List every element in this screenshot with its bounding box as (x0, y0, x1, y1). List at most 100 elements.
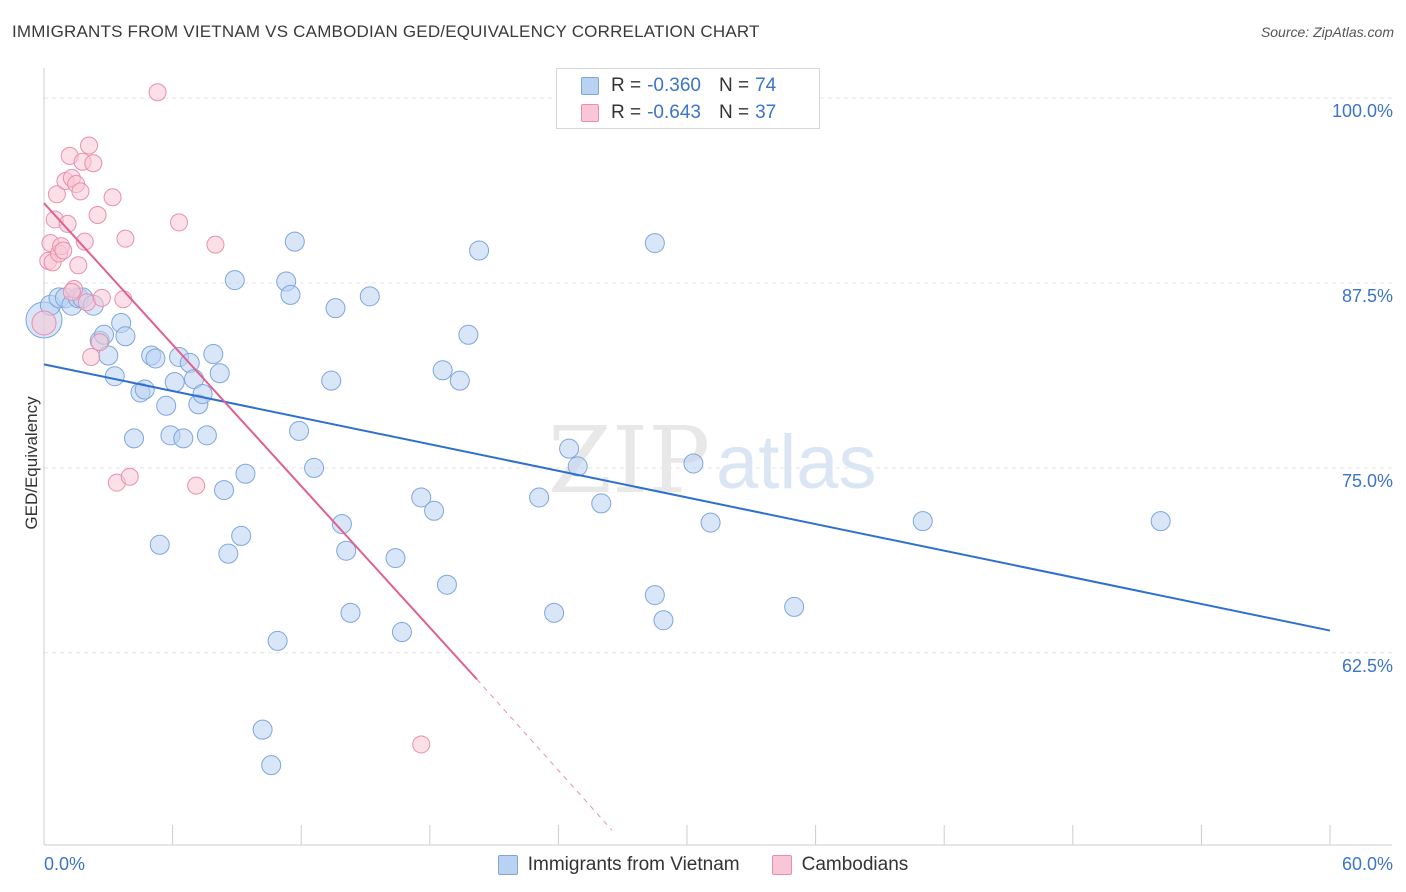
data-point-vietnam (289, 420, 310, 441)
data-point-vietnam (203, 344, 224, 365)
y-tick-label: 87.5% (1342, 286, 1393, 306)
data-point-vietnam (529, 487, 550, 508)
legend-n-value: 37 (755, 102, 777, 123)
data-point-vietnam (164, 372, 185, 393)
data-point-cambodians (88, 206, 107, 225)
data-point-vietnam (385, 548, 406, 569)
data-point-vietnam (231, 525, 252, 546)
data-point-vietnam (340, 602, 361, 623)
legend-swatch-blue (581, 77, 599, 95)
data-point-vietnam (145, 348, 166, 369)
data-point-vietnam (224, 270, 245, 291)
data-point-vietnam (173, 428, 194, 449)
axes (43, 68, 1392, 846)
data-point-vietnam (267, 630, 288, 651)
data-point-vietnam (644, 585, 665, 606)
data-point-vietnam (359, 286, 380, 307)
data-point-vietnam (196, 425, 217, 446)
legend-r-label: R = (611, 75, 642, 96)
series-cambodians-points (31, 83, 431, 754)
data-point-vietnam (644, 233, 665, 254)
data-point-cambodians (58, 214, 77, 233)
legend-label-vietnam: Immigrants from Vietnam (527, 854, 740, 875)
data-point-cambodians (103, 188, 122, 207)
data-point-vietnam (449, 370, 470, 391)
data-point-vietnam (235, 463, 256, 484)
data-point-vietnam (436, 574, 457, 595)
data-point-vietnam (559, 438, 580, 459)
data-point-cambodians (90, 333, 109, 352)
legend-r-label: R = (611, 102, 642, 123)
legend-row-cambodians: R = -0.643 N = 37 (581, 100, 776, 126)
data-point-vietnam (411, 487, 432, 508)
legend-label-cambodians: Cambodians (801, 854, 909, 875)
data-point-vietnam (424, 500, 445, 521)
data-point-vietnam (104, 366, 125, 387)
legend-series: Immigrants from Vietnam Cambodians (0, 852, 1406, 878)
data-point-cambodians (75, 232, 94, 251)
data-point-cambodians (71, 182, 90, 201)
data-point-cambodians (80, 136, 99, 155)
data-point-vietnam (325, 298, 346, 319)
data-point-vietnam (683, 453, 704, 474)
legend-n-value: 74 (755, 75, 777, 96)
data-point-vietnam (321, 370, 342, 391)
data-point-vietnam (1150, 511, 1171, 532)
data-point-vietnam (149, 534, 170, 555)
data-point-cambodians (412, 735, 431, 754)
data-point-vietnam (331, 514, 352, 535)
y-tick-label: 100.0% (1332, 101, 1393, 121)
data-point-cambodians (31, 310, 57, 336)
data-point-vietnam (653, 610, 674, 631)
data-point-vietnam (156, 395, 177, 416)
legend-r-value: -0.643 (647, 102, 701, 123)
legend-swatch-pink (771, 855, 792, 875)
axis-labels: 62.5% 75.0% 87.5% 100.0% 0.0% 60.0% GED/Equiva… (22, 101, 1393, 874)
trend-lines (43, 202, 1331, 831)
data-point-cambodians (116, 229, 135, 248)
x-tick-label: 0.0% (44, 854, 85, 874)
legend-stats: R = -0.360 N = 74 R = -0.643 N = 37 (556, 68, 820, 129)
data-point-vietnam (544, 602, 565, 623)
data-point-vietnam (912, 511, 933, 532)
data-point-cambodians (92, 288, 111, 307)
x-tick-label: 60.0% (1342, 854, 1393, 874)
data-point-cambodians (114, 290, 133, 309)
legend-item-vietnam[interactable]: Immigrants from Vietnam (497, 854, 740, 876)
legend-item-cambodians[interactable]: Cambodians (771, 854, 909, 876)
data-point-cambodians (62, 282, 81, 301)
data-point-vietnam (214, 480, 235, 501)
data-point-cambodians (54, 241, 73, 260)
legend-n-label: N = (718, 102, 750, 123)
data-point-cambodians (82, 347, 101, 366)
legend-row-vietnam: R = -0.360 N = 74 (581, 73, 776, 99)
source-label: Source: ZipAtlas.com (1260, 24, 1394, 40)
watermark-atlas: atlas (716, 420, 877, 505)
data-point-cambodians (77, 293, 96, 312)
data-point-vietnam (700, 512, 721, 533)
data-point-vietnam (192, 383, 213, 404)
y-tick-label: 75.0% (1342, 471, 1393, 491)
data-point-cambodians (187, 476, 206, 495)
data-point-vietnam (280, 284, 301, 305)
y-tick-label: 62.5% (1342, 656, 1393, 676)
data-point-vietnam (124, 428, 145, 449)
data-point-vietnam (567, 456, 588, 477)
legend-n-label: N = (718, 75, 750, 96)
data-point-cambodians (69, 256, 88, 275)
data-point-vietnam (252, 719, 273, 740)
y-axis-title: GED/Equivalency (22, 396, 41, 530)
trend-line-cambodians (43, 202, 478, 681)
data-point-cambodians (170, 213, 189, 232)
data-point-vietnam (218, 543, 239, 564)
data-point-cambodians (47, 185, 66, 204)
data-point-vietnam (261, 755, 282, 776)
data-point-vietnam (209, 363, 230, 384)
data-point-vietnam (458, 324, 479, 345)
data-point-cambodians (148, 83, 167, 102)
data-point-vietnam (591, 493, 612, 514)
data-point-vietnam (432, 360, 453, 381)
data-point-vietnam (391, 622, 412, 643)
data-point-vietnam (784, 596, 805, 617)
